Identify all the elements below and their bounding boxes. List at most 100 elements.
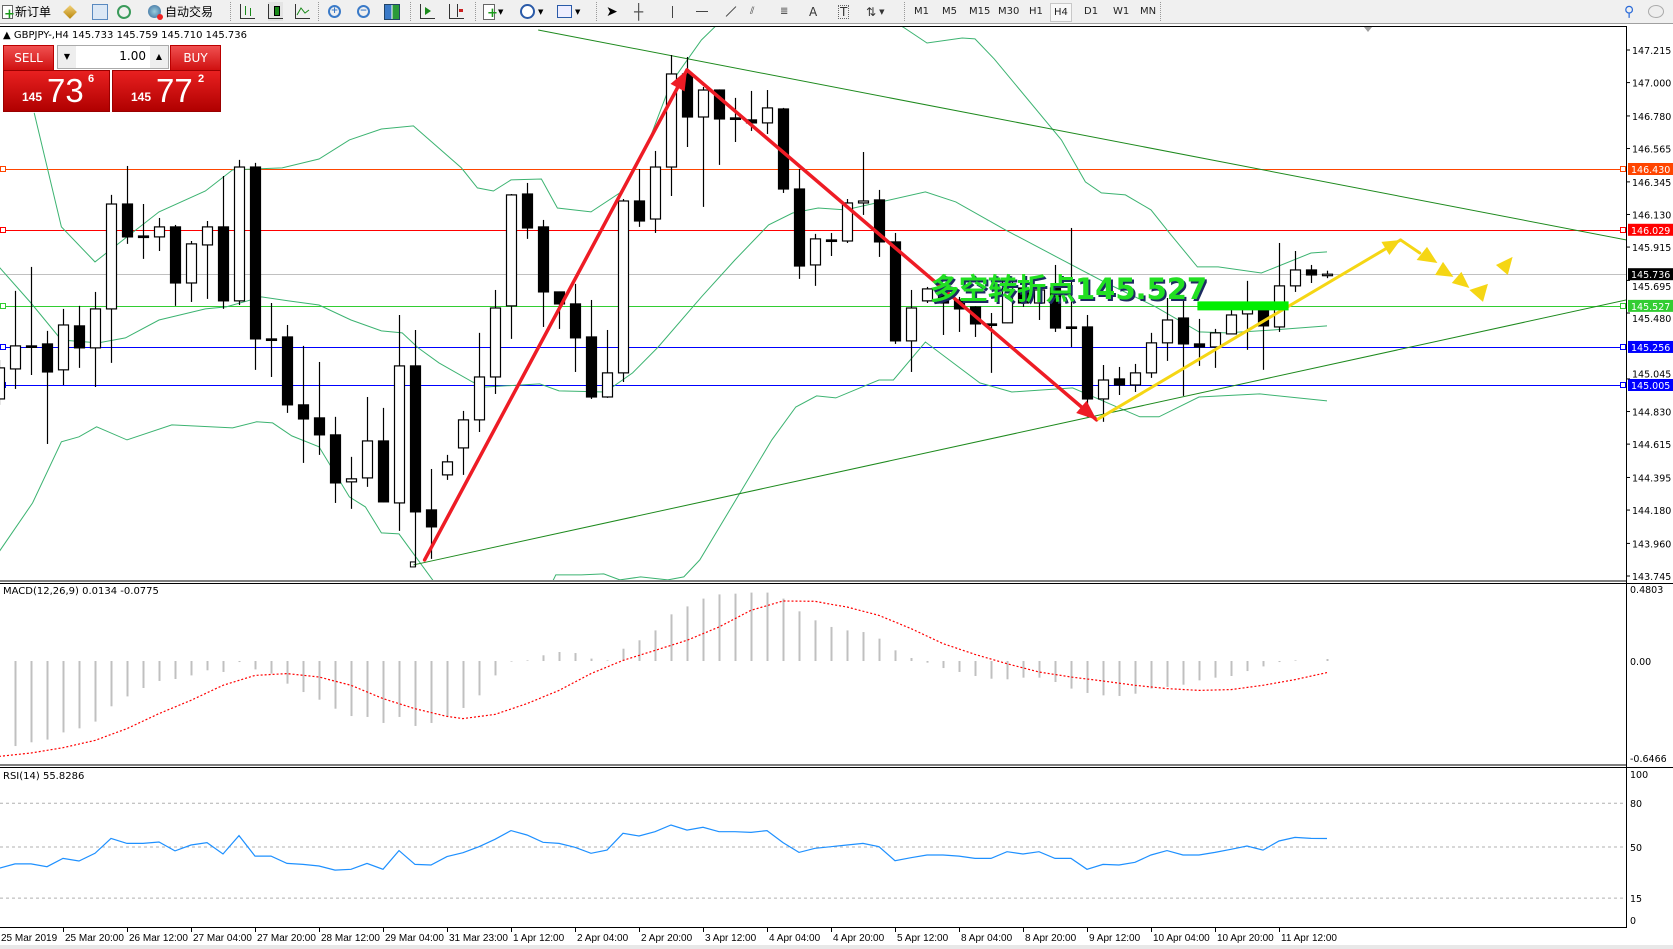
- buy-button[interactable]: BUY: [170, 45, 221, 71]
- candle: [393, 314, 406, 531]
- toolbar-divider: [1160, 2, 1162, 21]
- trendline-lower: [413, 299, 1626, 566]
- arrows-tool[interactable]: ⇅ ▼: [866, 2, 884, 21]
- navigator-button[interactable]: [92, 2, 108, 21]
- candle: [473, 332, 486, 432]
- sell-button[interactable]: SELL: [3, 45, 54, 71]
- candle: [649, 150, 662, 233]
- price-panel: 多空转折点145.527: [0, 27, 1626, 580]
- time-axis-label: 27 Mar 20:00: [257, 933, 316, 944]
- macd-axis-label: 0.00: [1630, 657, 1651, 668]
- crosshair-tool[interactable]: ┼: [634, 2, 643, 21]
- one-click-trading-panel: SELL ▼ 1.00 ▲ BUY 145 73 6 145 77 2: [3, 45, 221, 112]
- candle-body-bear: [121, 203, 134, 238]
- candle: [73, 305, 86, 368]
- line-chart-button[interactable]: [295, 2, 310, 21]
- candle: [441, 454, 454, 480]
- search-button[interactable]: ⚲: [1624, 2, 1634, 21]
- lot-size-stepper[interactable]: ▼ 1.00 ▲: [57, 45, 169, 69]
- price-level-tag: [1628, 340, 1673, 353]
- auto-trading-label: 自动交易: [165, 5, 214, 19]
- buy-price-box[interactable]: 145 77 2: [112, 70, 221, 112]
- text-label-tool[interactable]: T: [838, 2, 850, 21]
- toolbar-divider: [318, 2, 320, 21]
- time-axis-label: 3 Apr 12:00: [705, 933, 757, 944]
- candle: [505, 194, 518, 339]
- candle-body-bull: [1161, 319, 1174, 344]
- sell-price-box[interactable]: 145 73 6: [3, 70, 110, 112]
- lot-increase-icon[interactable]: ▲: [150, 46, 168, 68]
- zoom-out-button[interactable]: −: [357, 2, 371, 21]
- candle: [1161, 297, 1174, 361]
- candle: [1033, 286, 1046, 320]
- text-tool[interactable]: A: [809, 2, 817, 21]
- equidistant-channel-tool[interactable]: ⫽: [750, 2, 754, 21]
- candle: [137, 204, 150, 259]
- candle: [329, 416, 342, 503]
- cursor-icon: ➤: [606, 3, 618, 20]
- sell-price-pips: 73: [47, 72, 84, 109]
- signals-button[interactable]: [117, 2, 131, 21]
- lot-decrease-icon[interactable]: ▼: [58, 46, 76, 68]
- toolbar-divider: [904, 2, 906, 21]
- periods-button[interactable]: ▼: [520, 2, 543, 21]
- bar-chart-button[interactable]: [240, 2, 255, 21]
- candle: [713, 89, 726, 165]
- cursor-tool[interactable]: ➤: [606, 2, 618, 21]
- trendline-tool[interactable]: [724, 2, 738, 21]
- candle-body-bear: [1049, 287, 1062, 329]
- timeframe-w1[interactable]: W1: [1113, 6, 1130, 17]
- timeframe-m1[interactable]: M1: [914, 6, 929, 17]
- market-watch-button[interactable]: [63, 2, 77, 21]
- candle-body-bear: [825, 239, 838, 243]
- candle: [569, 283, 582, 372]
- time-axis-label: 4 Apr 04:00: [769, 933, 821, 944]
- zoom-in-button[interactable]: +: [328, 2, 342, 21]
- candle: [889, 232, 902, 344]
- fibonacci-tool[interactable]: ≣: [780, 2, 788, 21]
- chart-shift-button[interactable]: [449, 2, 464, 21]
- candlestick-chart-button[interactable]: [268, 2, 283, 21]
- timeframe-m15[interactable]: M15: [969, 6, 991, 17]
- candle-body-bear: [409, 365, 422, 513]
- timeframe-h1[interactable]: H1: [1029, 6, 1043, 17]
- horizontal-line-tool[interactable]: [696, 2, 708, 21]
- lot-size-input[interactable]: 1.00: [119, 49, 146, 63]
- yellow-arrowhead: [1451, 271, 1470, 288]
- time-axis-label: 5 Apr 12:00: [897, 933, 949, 944]
- new-order-button[interactable]: + 新订单: [1, 2, 51, 21]
- search-icon: ⚲: [1624, 3, 1635, 20]
- candle: [153, 217, 166, 252]
- candle-body-bull: [505, 194, 518, 307]
- chart-shift-marker[interactable]: [1364, 27, 1372, 32]
- price-level-tag: [1628, 299, 1673, 312]
- candle-body-bear: [297, 404, 310, 420]
- tile-windows-button[interactable]: [384, 2, 400, 21]
- candle: [1017, 279, 1030, 307]
- timeframe-mn[interactable]: MN: [1140, 6, 1157, 17]
- timeframe-m5[interactable]: M5: [942, 6, 957, 17]
- candle: [41, 330, 54, 444]
- candle-body-bear: [73, 325, 86, 349]
- price-axis-label: 145.480: [1632, 314, 1671, 325]
- timeframe-h4[interactable]: H4: [1050, 3, 1072, 22]
- auto-trading-button[interactable]: 自动交易: [148, 2, 213, 21]
- candle-body-bear: [873, 199, 886, 243]
- timeframe-d1[interactable]: D1: [1084, 6, 1099, 17]
- candle: [617, 199, 630, 382]
- candle-body-bull: [393, 365, 406, 504]
- candle: [345, 456, 358, 509]
- candle: [1049, 264, 1062, 332]
- price-level-tag-text: 145.527: [1631, 302, 1670, 313]
- autoscroll-button[interactable]: [420, 2, 435, 21]
- timeframe-m30[interactable]: M30: [998, 6, 1020, 17]
- candle-body-bull: [57, 324, 70, 371]
- indicators-button[interactable]: + ▼: [483, 2, 503, 21]
- templates-button[interactable]: ▼: [557, 2, 580, 21]
- rsi-axis-label: 0: [1630, 916, 1636, 927]
- chat-button[interactable]: [1648, 2, 1664, 21]
- vertical-line-tool[interactable]: [672, 2, 673, 21]
- rsi-axis-label: 100: [1630, 770, 1648, 781]
- toolbar-divider: [596, 2, 598, 21]
